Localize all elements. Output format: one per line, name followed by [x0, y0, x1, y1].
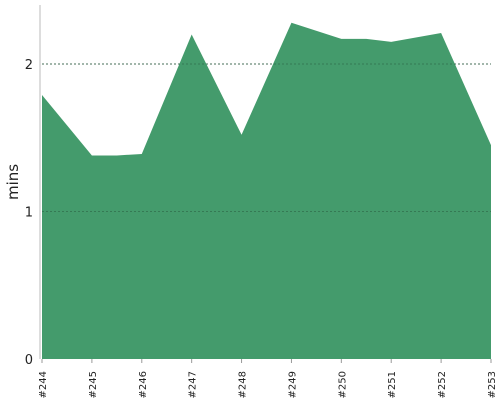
- area-layer: [42, 22, 491, 359]
- x-tick-labels: #244 #245 #246 #247 #248 #249 #250 #251 #252 #253: [38, 359, 498, 398]
- x-tick-label: #247: [188, 371, 199, 398]
- y-tick-label: 0: [25, 353, 33, 368]
- y-tick-label: 2: [25, 58, 33, 73]
- x-tick-label: #246: [138, 371, 149, 398]
- x-tick-label: #244: [38, 371, 49, 398]
- x-tick-label: #248: [238, 371, 249, 398]
- x-tick-label: #252: [437, 371, 448, 398]
- y-tick-label: 1: [25, 206, 33, 221]
- area-series-0: [42, 22, 491, 359]
- x-tick-label: #249: [287, 371, 298, 398]
- x-tick-label: #251: [387, 371, 398, 398]
- x-tick-label: #253: [487, 371, 498, 398]
- x-tick-label: #245: [88, 371, 99, 398]
- x-tick-label: #250: [337, 371, 348, 398]
- y-tick-labels: 0 1 2: [25, 58, 33, 368]
- y-axis-label: mins: [4, 164, 22, 200]
